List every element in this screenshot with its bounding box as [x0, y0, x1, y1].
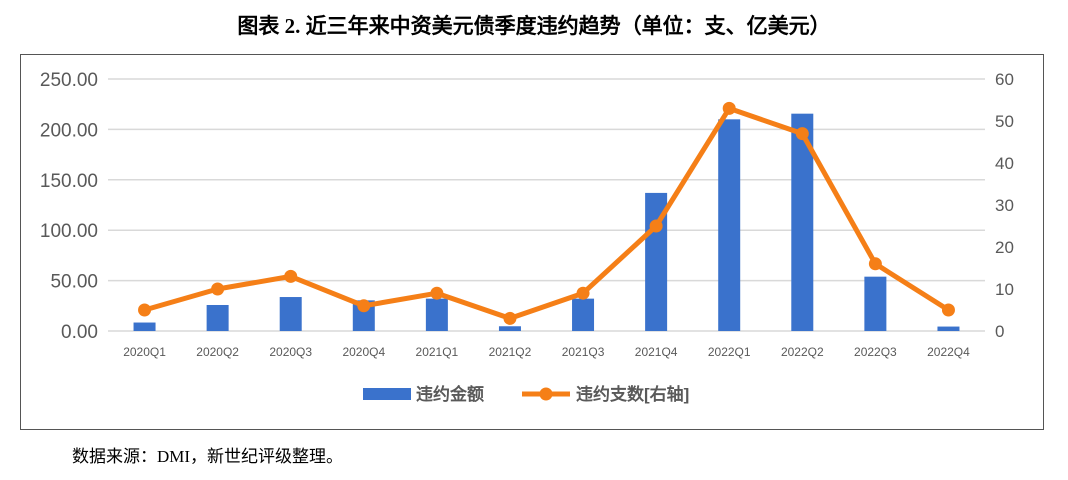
x-tick-label: 2020Q2	[196, 345, 239, 359]
y-right-tick-label: 30	[995, 196, 1014, 215]
x-tick-label: 2020Q1	[123, 345, 166, 359]
y-right-tick-label: 40	[995, 154, 1014, 173]
bar	[718, 119, 741, 331]
legend-marker	[539, 387, 553, 401]
line-point	[138, 303, 152, 317]
chart-frame	[20, 54, 1044, 430]
y-left-tick-label: 150.00	[40, 171, 98, 192]
x-tick-label: 2020Q4	[342, 345, 385, 359]
chart: 0.00 50.00 100.00 150.00 200.00 250.00 0 10 20 30…	[40, 70, 1014, 404]
line-point	[284, 269, 298, 283]
line-point	[503, 311, 517, 325]
y-right-tick-label: 20	[995, 238, 1014, 257]
legend-label: 违约金额	[416, 384, 484, 404]
line-point	[576, 286, 590, 300]
x-tick-label: 2021Q4	[635, 345, 678, 359]
line-point	[649, 219, 663, 233]
bar	[498, 326, 521, 331]
line-point	[795, 127, 809, 141]
legend-label: 违约支数[右轴]	[576, 384, 689, 404]
bar	[791, 113, 814, 331]
x-tick-label: 2022Q3	[854, 345, 897, 359]
x-tick-label: 2020Q3	[269, 345, 312, 359]
bar	[279, 297, 302, 331]
legend-swatch-bar	[363, 388, 411, 400]
line-point	[868, 257, 882, 271]
y-left-tick-label: 100.00	[40, 221, 98, 242]
bar	[864, 276, 887, 331]
y-right-tick-label: 10	[995, 280, 1014, 299]
y-right-tick-label: 50	[995, 112, 1014, 131]
x-tick-label: 2021Q1	[416, 345, 459, 359]
line-point	[357, 299, 371, 313]
y-left-tick-label: 0.00	[61, 322, 98, 343]
bar	[206, 304, 229, 331]
line-point	[430, 286, 444, 300]
y-right-tick-label: 0	[995, 322, 1004, 341]
bar	[425, 298, 448, 331]
y-right-tick-label: 60	[995, 70, 1014, 89]
series-line	[143, 105, 950, 321]
bar	[133, 322, 156, 331]
source-note: 数据来源：DMI，新世纪评级整理。	[72, 447, 344, 466]
line-point	[941, 303, 955, 317]
x-tick-label: 2022Q1	[708, 345, 751, 359]
line-point	[211, 282, 225, 296]
y-left-tick-label: 250.00	[40, 70, 98, 91]
bar	[937, 326, 960, 331]
x-tick-label: 2022Q4	[927, 345, 970, 359]
y-left-tick-label: 200.00	[40, 120, 98, 141]
bar	[572, 298, 595, 331]
x-tick-label: 2021Q3	[562, 345, 605, 359]
line-point	[722, 101, 736, 115]
y-left-tick-label: 50.00	[50, 272, 98, 293]
x-tick-label: 2021Q2	[489, 345, 532, 359]
x-tick-label: 2022Q2	[781, 345, 824, 359]
chart-title: 图表 2. 近三年来中资美元债季度违约趋势（单位：支、亿美元）	[237, 14, 831, 38]
